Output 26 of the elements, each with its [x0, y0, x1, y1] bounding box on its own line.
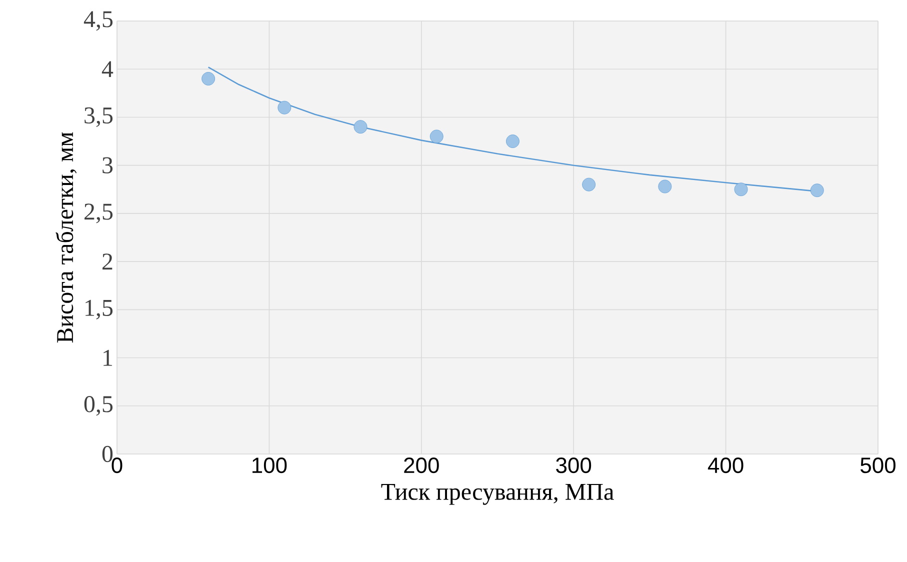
point	[734, 182, 748, 196]
point	[810, 184, 824, 198]
y-tick-label: 1	[104, 350, 112, 366]
x-tick-label: 300	[556, 458, 592, 474]
y-tick-label: 2,5	[84, 204, 113, 224]
y-tick-label: 4	[102, 61, 114, 78]
x-tick-label: 100	[252, 458, 287, 474]
y-tick-label: 2	[102, 254, 112, 270]
point	[430, 130, 444, 144]
x-axis-title: Тиск пресування, МПа	[381, 484, 614, 505]
x-tick-label: 500	[860, 458, 896, 474]
point	[202, 72, 216, 86]
y-tick-label: 3	[102, 157, 113, 174]
point	[278, 100, 292, 114]
point	[354, 120, 368, 134]
point	[506, 134, 520, 148]
y-axis-title: Висота таблетки, мм	[56, 132, 77, 343]
x-tick-label: 400	[708, 458, 744, 474]
y-tick-label: 4,5	[84, 11, 113, 31]
x-tick-label: 200	[404, 458, 439, 474]
y-tick-label: 0,5	[84, 396, 113, 416]
y-tick-label: 0	[102, 446, 113, 462]
point	[658, 180, 672, 194]
y-tick-label: 1,5	[86, 300, 113, 320]
point	[582, 178, 596, 192]
y-tick-label: 3,5	[84, 107, 113, 128]
